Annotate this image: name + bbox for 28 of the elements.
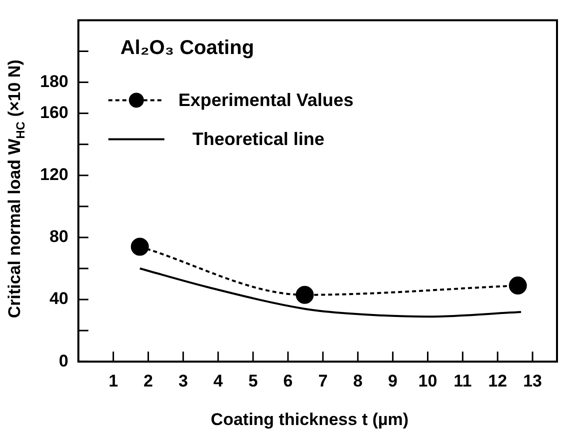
legend-label: Theoretical line — [192, 129, 324, 150]
x-tick-label: 11 — [454, 371, 472, 390]
y-tick-label: 80 — [49, 227, 68, 246]
x-tick-label: 5 — [248, 371, 258, 390]
y-tick-label: 120 — [40, 165, 68, 184]
text: Al₂O₃ Coating — [120, 37, 254, 60]
x-axis-title: Coating thickness t (µm) — [210, 410, 409, 429]
x-tick-label: 8 — [353, 371, 363, 390]
point — [130, 238, 149, 256]
x-tick-label: 13 — [523, 371, 542, 390]
y-tick-label: 0 — [58, 351, 68, 370]
point — [296, 286, 314, 304]
x-tick-label: 12 — [488, 371, 508, 390]
line-series — [138, 267, 522, 318]
x-tick-label: 7 — [318, 371, 328, 390]
x-tick-label: 1 — [108, 371, 118, 390]
x-tick-label: 10 — [418, 371, 438, 390]
x-tick-label: 3 — [178, 371, 188, 390]
x-tick-label: 6 — [283, 371, 293, 390]
y-tick-label: 160 — [40, 102, 68, 122]
y-axis-title: Critical normal load WHC (×10 N) — [5, 60, 28, 318]
legend-label: Experimental Values — [178, 90, 354, 110]
point — [508, 276, 527, 295]
y-tick-label: 180 — [40, 72, 68, 91]
x-tick-label: 2 — [144, 371, 153, 390]
x-tick-label: 4 — [213, 371, 224, 390]
x-tick-label: 9 — [388, 371, 398, 390]
y-tick-label: 40 — [49, 289, 68, 308]
